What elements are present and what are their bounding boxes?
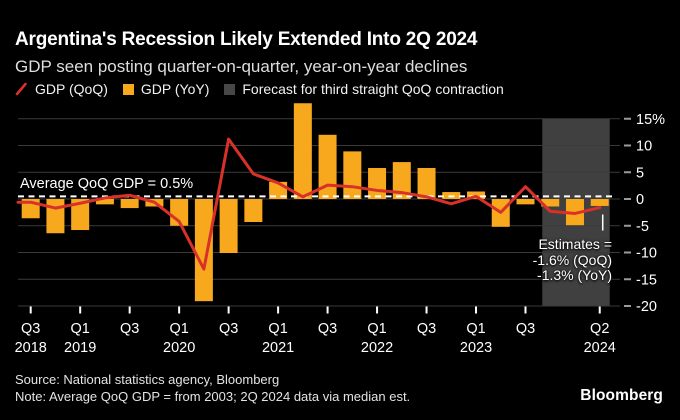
gdp-yoy-bar-Q2-2021 — [293, 103, 312, 199]
chart-title: Argentina's Recession Likely Extended In… — [15, 29, 478, 50]
estimates-annotation: Estimates = -1.6% (QoQ) -1.3% (YoY) — [532, 236, 612, 284]
x-axis-year-label: 2023 — [460, 340, 492, 356]
x-axis-quarter-label: Q1 — [367, 321, 386, 337]
x-axis-quarter-label: Q1 — [169, 321, 188, 337]
y-axis-label: 15% — [636, 112, 665, 128]
gdp-yoy-bar-Q2-2019 — [95, 199, 114, 205]
gdp-yoy-bar-Q1-2019 — [71, 199, 90, 231]
gdp-yoy-bar-Q2-2022 — [392, 162, 411, 199]
red-line-icon — [15, 82, 27, 96]
x-axis-year-label: 2024 — [584, 340, 616, 356]
legend-item-gdp-yoy: GDP (YoY) — [122, 81, 210, 97]
y-axis-label: 0 — [636, 192, 644, 208]
x-axis-year-label: 2020 — [163, 340, 195, 356]
y-axis-label: -15 — [636, 272, 657, 288]
x-axis-quarter-label: Q3 — [219, 321, 238, 337]
yellow-square-icon — [122, 83, 134, 95]
gdp-yoy-bar-Q3-2020 — [219, 199, 238, 254]
gdp-yoy-bar-Q4-2021 — [343, 151, 362, 199]
gdp-yoy-bar-Q3-2022 — [417, 167, 436, 199]
y-axis-label: 10 — [636, 139, 652, 155]
x-axis-year-label: 2022 — [361, 340, 393, 356]
chart-subtitle: GDP seen posting quarter-on-quarter, yea… — [15, 57, 468, 76]
legend-label-forecast: Forecast for third straight QoQ contract… — [242, 81, 504, 97]
y-axis-label: -20 — [636, 299, 657, 315]
gdp-yoy-bar-Q4-2018 — [46, 199, 65, 234]
gray-square-icon — [224, 83, 236, 95]
x-axis-quarter-label: Q1 — [71, 321, 90, 337]
x-axis-quarter-label: Q3 — [318, 321, 337, 337]
legend-label-yoy: GDP (YoY) — [140, 81, 210, 97]
gdp-yoy-bar-Q4-2020 — [244, 199, 263, 223]
legend-item-forecast: Forecast for third straight QoQ contract… — [224, 81, 504, 97]
bloomberg-logo: Bloomberg — [580, 387, 663, 404]
gdp-yoy-bar-Q1-2022 — [368, 167, 387, 199]
x-axis-quarter-label: Q3 — [417, 321, 436, 337]
note-text: Note: Average QoQ GDP = from 2003; 2Q 20… — [15, 389, 411, 404]
source-text: Source: National statistics agency, Bloo… — [15, 372, 280, 387]
estimates-line-3: -1.3% (YoY) — [537, 267, 612, 283]
gdp-yoy-bar-Q2-2020 — [194, 199, 213, 302]
estimates-line-1: Estimates = — [538, 236, 612, 252]
gdp-yoy-bar-Q3-2021 — [318, 134, 337, 199]
x-axis-year-label: 2021 — [262, 340, 294, 356]
gdp-yoy-bar-Q3-2023 — [516, 199, 535, 205]
y-axis-label: -5 — [636, 219, 649, 235]
estimates-line-2: -1.6% (QoQ) — [532, 251, 612, 268]
gdp-yoy-bar-Q2-2024 — [590, 199, 609, 206]
y-axis-label: -10 — [636, 246, 657, 262]
x-axis-quarter-label: Q3 — [120, 321, 139, 337]
x-axis-quarter-label: Q3 — [516, 321, 535, 337]
gdp-yoy-bar-Q4-2023 — [541, 199, 560, 207]
legend: GDP (QoQ) GDP (YoY) Forecast for third s… — [15, 81, 519, 97]
average-line-label: Average QoQ GDP = 0.5% — [20, 176, 194, 192]
x-axis-quarter-label: Q1 — [268, 321, 287, 337]
x-axis-quarter-label: Q1 — [466, 321, 485, 337]
legend-label-qoq: GDP (QoQ) — [35, 81, 108, 97]
x-axis-quarter-label: Q2 — [590, 321, 609, 337]
legend-item-gdp-qoq: GDP (QoQ) — [15, 81, 108, 97]
x-axis-quarter-label: Q3 — [21, 321, 40, 337]
y-axis-label: 5 — [636, 165, 644, 181]
x-axis-year-label: 2019 — [64, 340, 96, 356]
gdp-yoy-bar-Q3-2019 — [120, 199, 139, 209]
x-axis-year-label: 2018 — [15, 340, 47, 356]
gdp-qoq-line — [16, 137, 602, 271]
